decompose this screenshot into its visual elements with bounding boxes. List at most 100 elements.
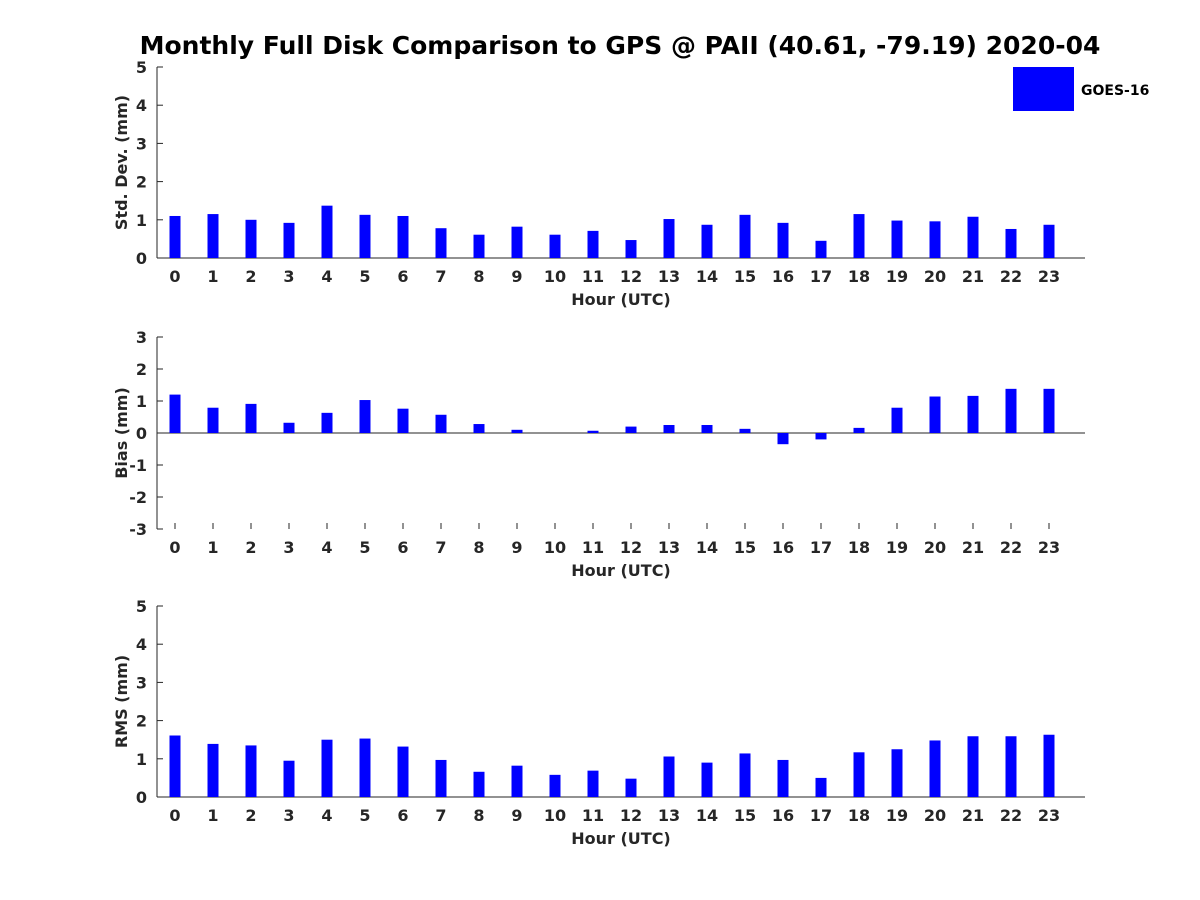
- rms-xtick-label-3: 3: [283, 806, 294, 825]
- rms-xtick-label-4: 4: [321, 806, 332, 825]
- bias-xtick-label-14: 14: [696, 538, 718, 557]
- bias-bar-23: [1043, 388, 1055, 433]
- rms-bar-19: [891, 749, 903, 797]
- rms-bar-7: [435, 759, 447, 797]
- std-dev-bar-6: [397, 215, 409, 258]
- rms-xtick-label-12: 12: [620, 806, 642, 825]
- rms-xlabel: Hour (UTC): [571, 829, 671, 848]
- rms-xtick-label-19: 19: [886, 806, 908, 825]
- rms-xtick-label-1: 1: [207, 806, 218, 825]
- std-dev-xtick-label-13: 13: [658, 267, 680, 286]
- rms-ytick-label-4: 4: [136, 635, 147, 654]
- std-dev-bar-0: [169, 215, 181, 258]
- rms-bar-8: [473, 771, 485, 797]
- rms-ytick-label-5: 5: [136, 597, 147, 616]
- bias-bar-2: [245, 403, 257, 433]
- rms-bar-5: [359, 738, 371, 797]
- bias-bar-20: [929, 396, 941, 433]
- rms-bar-2: [245, 745, 257, 797]
- rms-bar-22: [1005, 736, 1017, 797]
- rms-xtick-label-23: 23: [1038, 806, 1060, 825]
- rms-bar-9: [511, 765, 523, 797]
- bias-bar-0: [169, 394, 181, 433]
- std-dev-xtick-label-10: 10: [544, 267, 566, 286]
- std-dev-bar-14: [701, 224, 713, 258]
- bias-xtick-label-7: 7: [435, 538, 446, 557]
- legend: GOES-16: [1013, 67, 1149, 111]
- std-dev-bar-18: [853, 214, 865, 258]
- std-dev-xtick-label-22: 22: [1000, 267, 1022, 286]
- rms-xtick-label-7: 7: [435, 806, 446, 825]
- std-dev-bar-17: [815, 240, 827, 258]
- rms-xtick-label-15: 15: [734, 806, 756, 825]
- bias-bar-9: [511, 429, 523, 433]
- rms-bar-6: [397, 746, 409, 797]
- std-dev-bar-22: [1005, 228, 1017, 258]
- bias-xtick-label-11: 11: [582, 538, 604, 557]
- rms-bar-0: [169, 735, 181, 797]
- rms-bar-12: [625, 778, 637, 797]
- rms-bar-4: [321, 739, 333, 797]
- rms-bar-11: [587, 770, 599, 797]
- bias-bar-22: [1005, 388, 1017, 433]
- rms-xtick-label-6: 6: [397, 806, 408, 825]
- rms-bar-10: [549, 774, 561, 797]
- bias-xtick-label-16: 16: [772, 538, 794, 557]
- std-dev-xtick-label-5: 5: [359, 267, 370, 286]
- std-dev-xtick-label-3: 3: [283, 267, 294, 286]
- std-dev-bar-23: [1043, 224, 1055, 258]
- bias-bar-5: [359, 400, 371, 433]
- bias-xtick-label-6: 6: [397, 538, 408, 557]
- bias-xtick-label-21: 21: [962, 538, 984, 557]
- std-dev-bar-20: [929, 221, 941, 258]
- bias-ytick-label-5: 2: [136, 360, 147, 379]
- std-dev-xtick-label-18: 18: [848, 267, 870, 286]
- std-dev-xtick-label-14: 14: [696, 267, 718, 286]
- bias-xtick-label-13: 13: [658, 538, 680, 557]
- bias-xtick-label-12: 12: [620, 538, 642, 557]
- rms-bar-18: [853, 752, 865, 797]
- std-dev-ytick-label-5: 5: [136, 58, 147, 77]
- bias-bar-18: [853, 427, 865, 433]
- bias-xtick-label-1: 1: [207, 538, 218, 557]
- std-dev-bar-2: [245, 219, 257, 258]
- rms-bar-23: [1043, 734, 1055, 797]
- rms-bar-17: [815, 777, 827, 797]
- std-dev-bar-11: [587, 230, 599, 258]
- std-dev-xtick-label-15: 15: [734, 267, 756, 286]
- std-dev-xtick-label-21: 21: [962, 267, 984, 286]
- std-dev-xtick-label-4: 4: [321, 267, 332, 286]
- bias-bar-15: [739, 428, 751, 433]
- bias-bar-8: [473, 424, 485, 433]
- rms-xtick-label-0: 0: [169, 806, 180, 825]
- std-dev-bar-8: [473, 234, 485, 258]
- bias-ytick-label-4: 1: [136, 392, 147, 411]
- std-dev-xtick-label-20: 20: [924, 267, 946, 286]
- rms-ytick-label-2: 2: [136, 712, 147, 731]
- std-dev-xtick-label-2: 2: [245, 267, 256, 286]
- legend-swatch-goes-16: [1013, 67, 1074, 111]
- std-dev-ytick-label-2: 2: [136, 173, 147, 192]
- std-dev-bar-4: [321, 205, 333, 258]
- rms-xtick-label-17: 17: [810, 806, 832, 825]
- rms-ytick-label-3: 3: [136, 673, 147, 692]
- rms-xtick-label-20: 20: [924, 806, 946, 825]
- bias-ytick-label-0: -3: [129, 520, 147, 539]
- rms-xtick-label-8: 8: [473, 806, 484, 825]
- std-dev-xtick-label-6: 6: [397, 267, 408, 286]
- rms-ylabel: RMS (mm): [112, 655, 131, 748]
- std-dev-xtick-label-9: 9: [511, 267, 522, 286]
- bias-xtick-label-3: 3: [283, 538, 294, 557]
- bias-ytick-label-3: 0: [136, 424, 147, 443]
- bias-xtick-label-5: 5: [359, 538, 370, 557]
- bias-xtick-label-8: 8: [473, 538, 484, 557]
- std-dev-bar-1: [207, 214, 219, 258]
- rms-xtick-label-21: 21: [962, 806, 984, 825]
- bias-xtick-label-22: 22: [1000, 538, 1022, 557]
- rms-bar-16: [777, 759, 789, 797]
- std-dev-xtick-label-23: 23: [1038, 267, 1060, 286]
- bias-ytick-label-6: 3: [136, 328, 147, 347]
- std-dev-bar-3: [283, 222, 295, 258]
